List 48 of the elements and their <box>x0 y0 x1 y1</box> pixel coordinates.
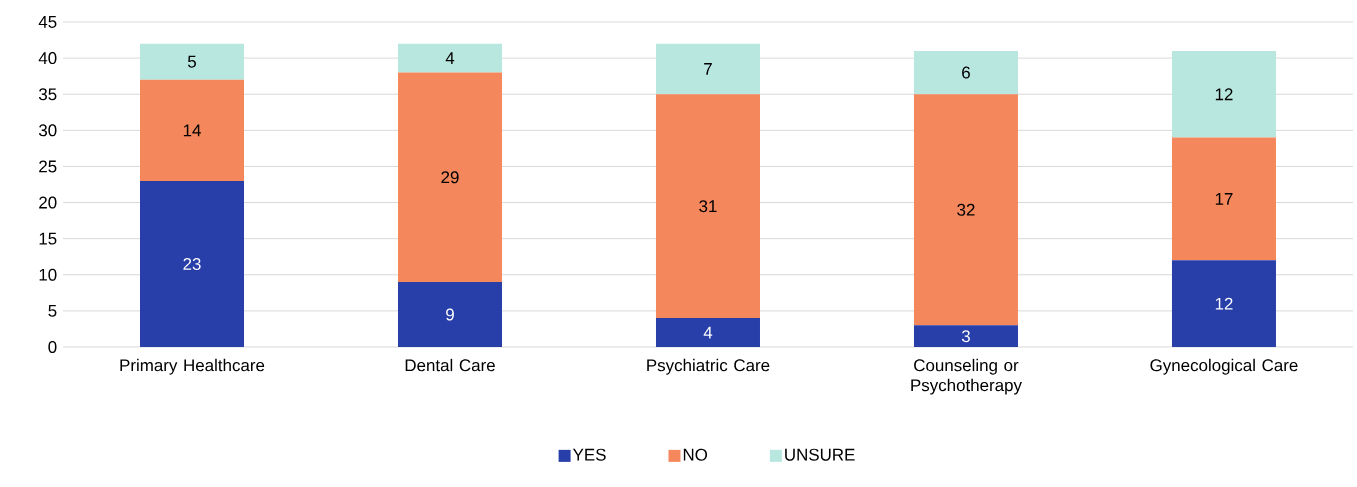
bar <box>397 72 502 282</box>
data-label: 23 <box>183 257 201 270</box>
bar <box>1171 137 1276 261</box>
data-label: 12 <box>1215 88 1233 101</box>
legend-label: UNSURE <box>785 448 855 461</box>
data-label: 9 <box>446 308 454 321</box>
y-tick-label: 25 <box>39 160 57 173</box>
bar <box>913 325 1018 347</box>
legend-label: YES <box>572 448 606 461</box>
bar <box>140 79 244 181</box>
bar <box>655 318 760 347</box>
bar <box>1171 260 1276 347</box>
x-tick-label: Primary Healthcare <box>120 358 265 375</box>
data-label: 5 <box>187 55 196 68</box>
data-label: 29 <box>441 171 459 184</box>
data-label: 17 <box>1215 193 1233 205</box>
bar <box>655 94 760 319</box>
y-tick-label: 5 <box>48 304 57 317</box>
data-label: 3 <box>961 330 970 343</box>
data-label: 31 <box>699 200 717 213</box>
legend-label: NO <box>683 448 708 461</box>
y-tick-label: 35 <box>38 88 57 101</box>
data-label: 4 <box>445 52 455 64</box>
x-tick-label: Gynecological Care <box>1150 358 1298 375</box>
x-tick-label: Dental Care <box>405 358 495 372</box>
bar <box>913 94 1018 326</box>
data-label: 6 <box>962 66 970 79</box>
data-label: 7 <box>704 63 712 75</box>
bar <box>1171 50 1276 138</box>
data-label: 32 <box>957 203 975 216</box>
bar <box>397 282 502 347</box>
bar <box>140 43 244 80</box>
y-tick-label: 45 <box>38 16 57 28</box>
y-tick-label: 20 <box>39 196 57 209</box>
x-tick-label: Counseling or Psychotherapy <box>911 358 1022 395</box>
bar <box>655 43 760 95</box>
bar <box>140 180 244 347</box>
data-label: 14 <box>183 124 201 137</box>
y-tick-label: 30 <box>38 124 57 137</box>
y-tick-label: 0 <box>48 341 57 353</box>
bar <box>397 43 502 73</box>
y-tick-label: 15 <box>39 232 57 245</box>
y-tick-label: 10 <box>39 268 57 281</box>
data-label: 4 <box>703 326 713 339</box>
y-tick-label: 40 <box>38 52 57 65</box>
x-tick-label: Psychiatric Care <box>647 358 770 375</box>
bar <box>913 50 1018 95</box>
data-label: 12 <box>1215 297 1233 310</box>
